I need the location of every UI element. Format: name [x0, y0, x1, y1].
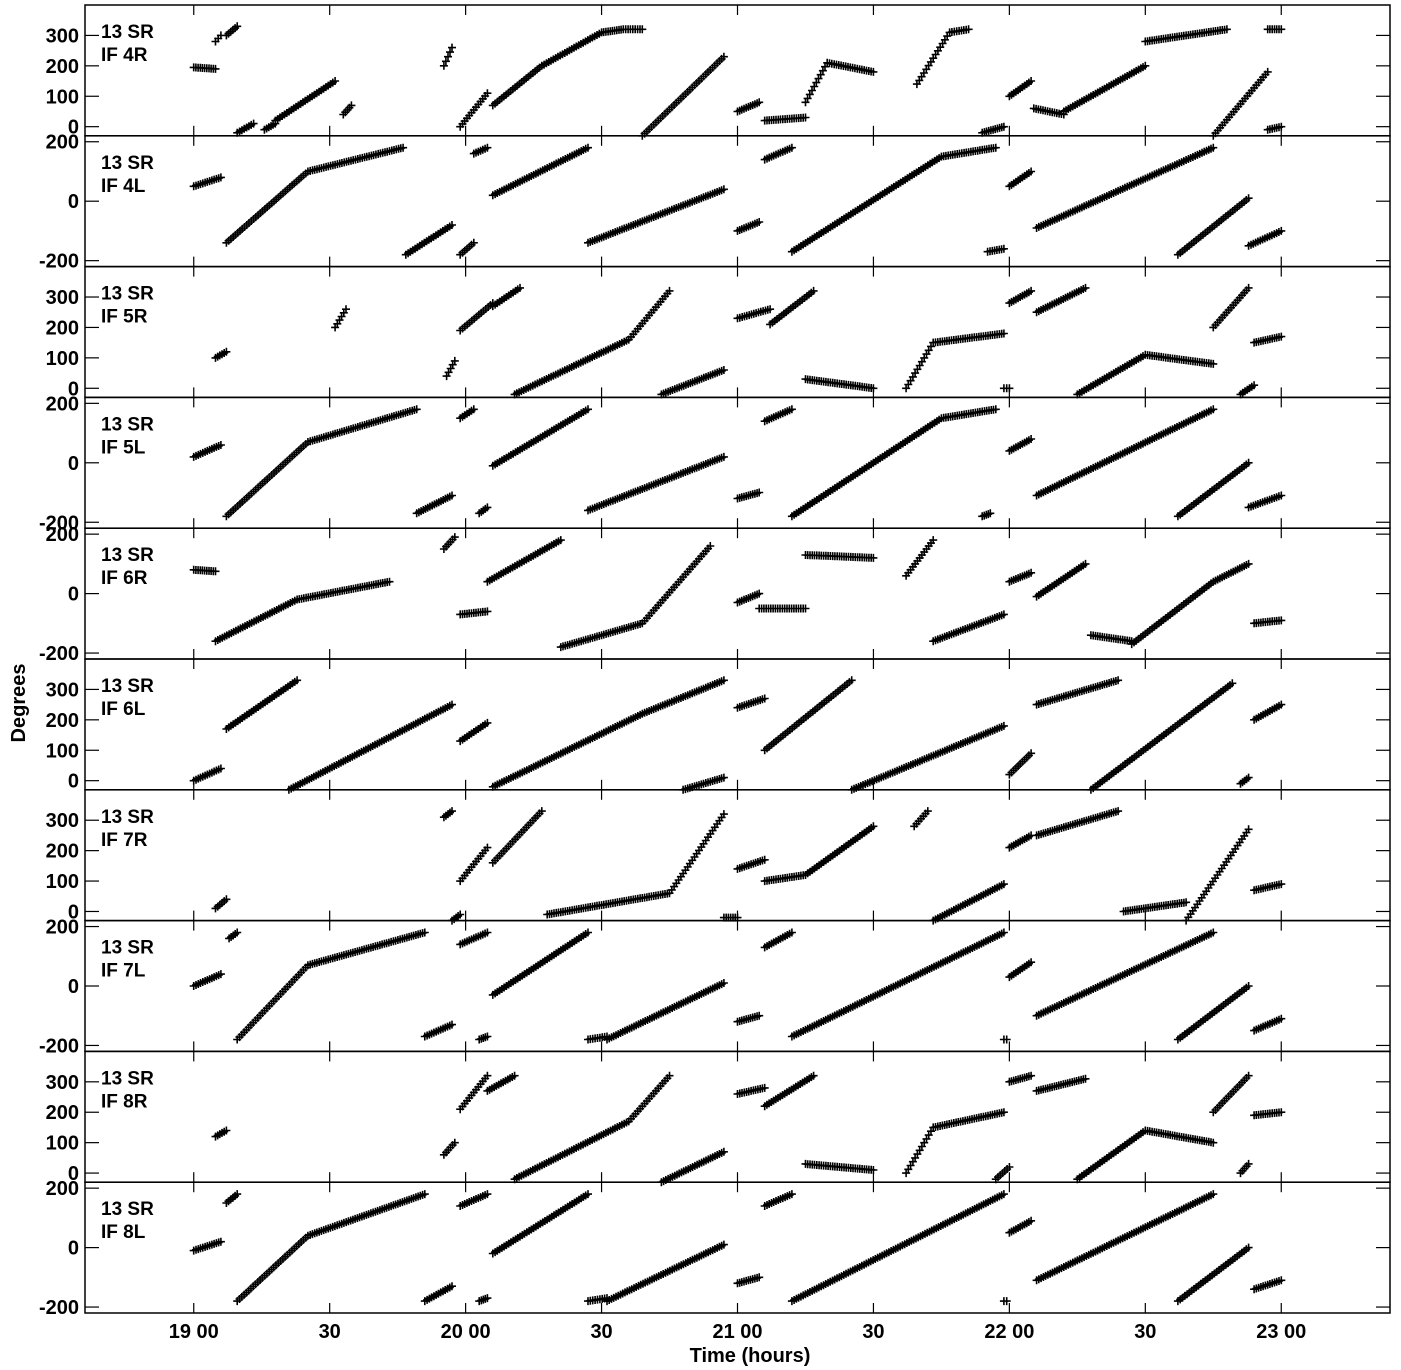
panel-frame — [84, 1050, 1391, 1183]
x-tick-label: 30 — [1134, 1321, 1156, 1343]
y-tick-label: 0 — [68, 117, 79, 139]
data-points — [189, 143, 1286, 259]
y-tick-label: 0 — [68, 976, 79, 998]
panel-label-source: 13 SR — [101, 938, 154, 959]
y-tick-label: 100 — [46, 871, 79, 893]
panel-label-source: 13 SR — [101, 545, 154, 566]
data-points — [211, 1071, 1286, 1187]
y-tick-label: 100 — [46, 1133, 79, 1155]
y-tick-label: 0 — [68, 901, 79, 923]
x-tick-labels: 19 00 30 20 00 30 21 00 30 22 00 30 23 00 — [169, 1321, 1307, 1343]
y-tick-label: -200 — [39, 1035, 79, 1057]
y-tick-label: 200 — [46, 56, 79, 78]
y-tick-label: 200 — [46, 710, 79, 732]
panel-label-if: IF 5R — [101, 307, 148, 328]
x-tick-label: 30 — [319, 1321, 341, 1343]
x-tick-label: 30 — [590, 1321, 612, 1343]
y-axis-title: Degrees — [8, 664, 30, 743]
panel-label-source: 13 SR — [101, 153, 154, 174]
panel-label-if: IF 6L — [101, 699, 146, 720]
y-tick-label: 300 — [46, 679, 79, 701]
x-tick-label: 21 00 — [712, 1321, 762, 1343]
data-points — [211, 807, 1286, 925]
y-tick-label: 0 — [68, 1238, 79, 1260]
data-points — [189, 676, 1286, 794]
y-tick-label: 200 — [46, 1102, 79, 1124]
y-tick-label: 300 — [46, 810, 79, 832]
y-tick-label: -200 — [39, 512, 79, 534]
panel-label-source: 13 SR — [101, 807, 154, 828]
panel-label-if: IF 6R — [101, 568, 148, 589]
data-points — [189, 22, 1286, 140]
x-tick-label: 23 00 — [1256, 1321, 1306, 1343]
panel-label-if: IF 4L — [101, 176, 146, 197]
y-tick-label: 300 — [46, 287, 79, 309]
panel-label-if: IF 8R — [101, 1091, 148, 1112]
x-tick-label: 30 — [862, 1321, 884, 1343]
y-tick-label: -200 — [39, 251, 79, 273]
y-tick-label: 0 — [68, 453, 79, 475]
x-tick-label: 20 00 — [441, 1321, 491, 1343]
y-tick-label: 200 — [46, 1178, 79, 1200]
panel-label-if: IF 5L — [101, 437, 146, 458]
y-tick-label: 100 — [46, 740, 79, 762]
panel-frame — [84, 265, 1391, 399]
x-tick-label: 19 00 — [169, 1321, 219, 1343]
y-tick-label: 200 — [46, 393, 79, 415]
panel-label-source: 13 SR — [101, 414, 154, 435]
panel-label-if: IF 8L — [101, 1222, 146, 1243]
panel-frame — [84, 789, 1391, 922]
y-tick-label: 200 — [46, 841, 79, 863]
panel-label-source: 13 SR — [101, 1199, 154, 1220]
panel-label-if: IF 4R — [101, 45, 148, 66]
y-tick-label: 300 — [46, 25, 79, 47]
y-tick-label: 100 — [46, 86, 79, 108]
data-points — [189, 533, 1286, 652]
y-tick-label: 0 — [68, 378, 79, 400]
panel-frame — [84, 658, 1391, 791]
y-tick-label: 100 — [46, 348, 79, 370]
panel-label-if: IF 7L — [101, 961, 146, 982]
y-tick-label: 0 — [68, 1163, 79, 1185]
panel-label-source: 13 SR — [101, 284, 154, 305]
x-axis-title: Time (hours) — [690, 1345, 811, 1367]
y-tick-label: 300 — [46, 1072, 79, 1094]
y-tick-label: 200 — [46, 917, 79, 939]
data-points — [211, 283, 1286, 399]
panel-label-source: 13 SR — [101, 1068, 154, 1089]
y-tick-label: 0 — [68, 771, 79, 793]
y-tick-label: -200 — [39, 1297, 79, 1319]
y-tick-label: 0 — [68, 584, 79, 606]
panel-label-source: 13 SR — [101, 676, 154, 697]
y-tick-label: 200 — [46, 524, 79, 546]
data-points — [189, 1190, 1286, 1306]
x-tick-label: 22 00 — [984, 1321, 1034, 1343]
y-tick-label: -200 — [39, 643, 79, 665]
y-tick-label: 200 — [46, 317, 79, 339]
y-tick-label: 200 — [46, 132, 79, 154]
data-points — [189, 405, 1286, 521]
data-points — [189, 928, 1286, 1044]
y-tick-label: 0 — [68, 191, 79, 213]
panel-label-if: IF 7R — [101, 830, 148, 851]
panel-label-source: 13 SR — [101, 22, 154, 43]
